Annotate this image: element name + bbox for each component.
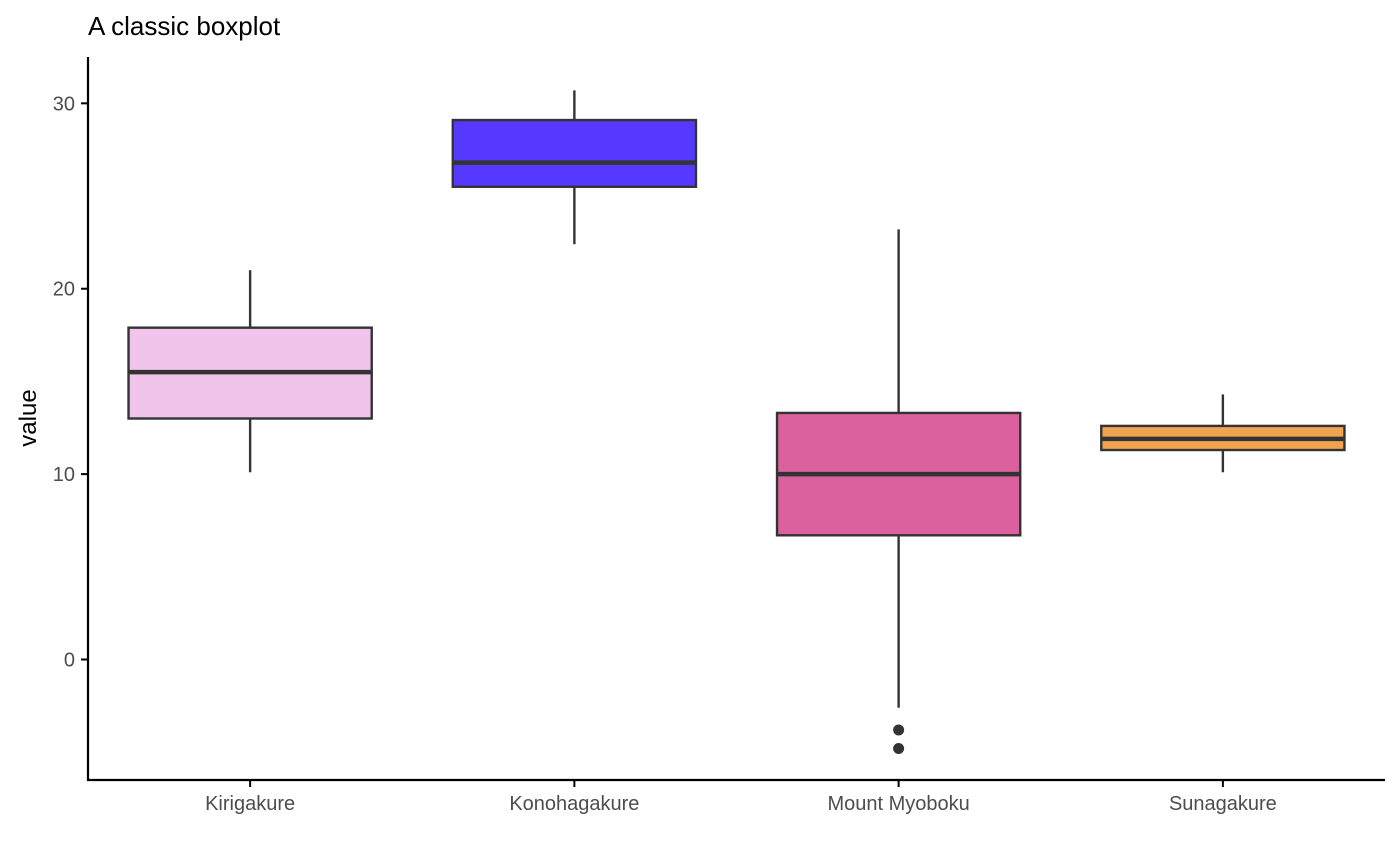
outlier-point xyxy=(893,742,905,754)
y-tick-label: 20 xyxy=(53,279,75,301)
x-tick-label: Kirigakure xyxy=(205,793,295,815)
y-axis-label: value xyxy=(15,389,42,446)
chart-marks: 0 10 20 30 Kirigakure Konohagakure Mount Myobo… xyxy=(53,57,1385,815)
x-tick-label: Mount Myoboku xyxy=(827,793,969,815)
y-tick-label: 30 xyxy=(53,93,75,115)
x-tick-label: Konohagakure xyxy=(509,793,639,815)
outlier-point xyxy=(893,724,905,736)
x-tick-label: Sunagakure xyxy=(1169,793,1277,815)
y-tick-label: 10 xyxy=(53,464,75,486)
y-tick-label: 0 xyxy=(64,650,75,672)
chart-title: A classic boxplot xyxy=(88,11,281,41)
box-konohagakure xyxy=(451,118,698,188)
